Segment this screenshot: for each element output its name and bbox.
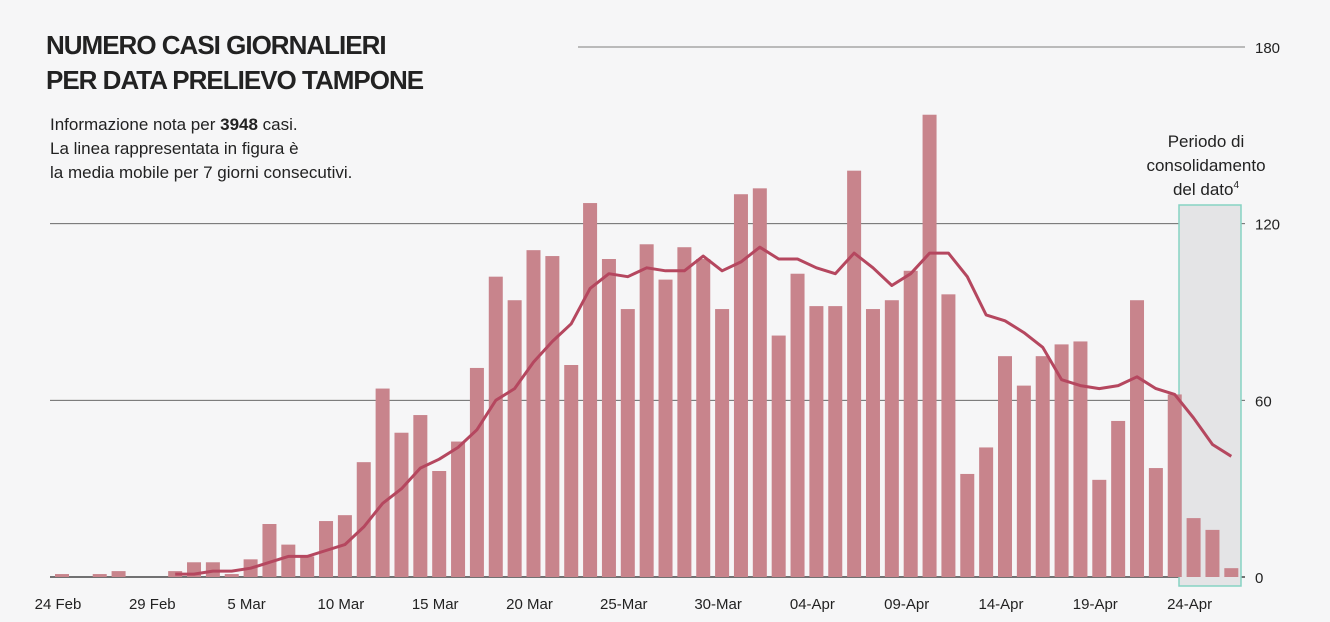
bar [545,256,560,577]
bar [281,544,296,577]
bar [809,306,824,577]
bar [771,335,786,577]
subtitle-text: Informazione nota per [50,115,220,134]
bar [715,309,730,577]
bar [488,276,503,577]
bar [413,415,428,577]
bar [432,471,447,577]
annotation: del dato4 [1173,180,1240,199]
annotation-text: del dato [1173,180,1234,199]
bar [262,524,277,577]
x-tick-label: 19-Apr [1073,596,1118,613]
bar [1148,468,1163,577]
bar [1092,479,1107,577]
x-tick-label: 10 Mar [318,596,365,613]
bar [1224,568,1239,577]
x-tick-label: 24 Feb [35,596,82,613]
y-tick-label: 120 [1255,217,1280,234]
x-tick-label: 09-Apr [884,596,929,613]
x-tick-label: 30-Mar [694,596,742,613]
annotation: Periodo di [1168,132,1245,151]
annotation: consolidamento [1146,156,1265,175]
bar [356,462,371,577]
chart-title: NUMERO CASI GIORNALIERI [46,30,386,60]
x-tick-label: 14-Apr [978,596,1023,613]
y-tick-label: 60 [1255,393,1272,410]
bar [677,247,692,577]
bar [620,309,635,577]
bar [1111,420,1126,577]
bar [1035,356,1050,577]
subtitle-text: casi. [258,115,298,134]
bar [733,194,748,577]
bar [168,571,183,577]
y-tick-label: 180 [1255,40,1280,57]
bar [790,273,805,577]
bar [847,170,862,577]
bar [1054,344,1069,577]
bar [696,259,711,577]
bar [1167,394,1182,577]
x-tick-label: 5 Mar [227,596,265,613]
bar [960,473,975,577]
bar [884,300,899,577]
bar [224,574,239,577]
bar [1186,518,1201,577]
x-tick-label: 29 Feb [129,596,176,613]
bar [998,356,1012,577]
subtitle-count: 3948 [220,115,258,134]
bar [1073,341,1088,577]
bar [941,294,956,577]
bar [1205,529,1220,577]
bar [111,571,126,577]
bar [583,203,598,578]
bar [828,306,843,577]
bar [1016,385,1031,577]
bar [507,300,522,577]
bar [1130,300,1145,577]
bar [394,432,409,577]
chart-title: PER DATA PRELIEVO TAMPONE [46,65,424,95]
bar [752,188,767,578]
bar [469,367,484,577]
subtitle: la media mobile per 7 giorni consecutivi… [50,163,352,182]
moving-average-line [175,245,1233,576]
annotation-note: 4 [1233,180,1239,191]
x-tick-label: 24-Apr [1167,596,1212,613]
subtitle: La linea rappresentata in figura è [50,139,299,158]
bar [865,309,880,577]
y-tick-label: 0 [1255,570,1263,587]
bar [564,365,579,577]
bar [658,279,673,577]
x-tick-label: 25-Mar [600,596,648,613]
x-tick-label: 04-Apr [790,596,835,613]
bar [601,259,616,577]
bar [903,270,918,577]
bar [639,244,654,577]
x-tick-label: 15 Mar [412,596,459,613]
bar [375,388,390,577]
bar [451,441,466,577]
bar [92,574,107,577]
bar [526,250,541,577]
subtitle: Informazione nota per 3948 casi. [50,115,298,134]
bar [979,447,994,577]
bar [300,556,315,577]
bar [55,574,69,577]
bar [922,114,937,577]
x-tick-label: 20 Mar [506,596,553,613]
